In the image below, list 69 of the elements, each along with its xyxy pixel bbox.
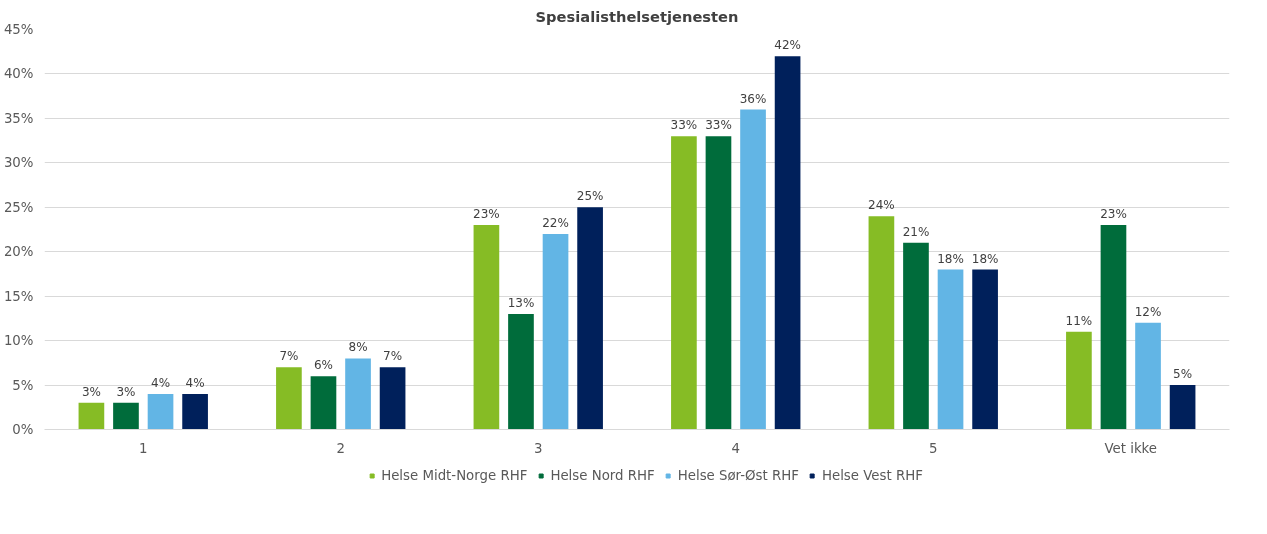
data-label: 6%	[313, 358, 333, 373]
bar	[903, 242, 929, 430]
x-tick-label: 2	[336, 440, 345, 456]
bar	[705, 136, 732, 430]
y-tick-label: 0%	[12, 422, 34, 437]
bar	[774, 56, 801, 430]
data-label: 23%	[473, 207, 500, 222]
bar	[577, 207, 603, 430]
bar	[1135, 322, 1161, 430]
data-label: 18%	[971, 251, 999, 266]
data-label: 11%	[1065, 313, 1093, 328]
data-label: 25%	[576, 189, 604, 204]
x-tick-label: 4	[731, 440, 740, 456]
data-label: 4%	[185, 375, 205, 390]
data-label: 3%	[116, 384, 136, 399]
chart-title: Spesialisthelsetjenesten	[535, 7, 739, 25]
bar	[345, 358, 371, 430]
x-tick-label: Vet ikke	[1104, 440, 1158, 456]
bar	[1066, 331, 1092, 430]
data-label: 33%	[670, 118, 698, 133]
y-tick-label: 25%	[3, 199, 34, 215]
bar	[182, 393, 208, 430]
x-tick-label: 3	[534, 440, 543, 456]
bar	[671, 136, 697, 430]
data-label: 23%	[1100, 207, 1127, 222]
data-label: 33%	[705, 118, 732, 133]
data-label: 8%	[348, 340, 368, 355]
data-label: 5%	[1173, 367, 1193, 382]
data-label: 36%	[739, 91, 767, 106]
bar	[113, 402, 139, 430]
bar	[937, 269, 964, 430]
bar	[542, 233, 569, 430]
legend-label: Helse Vest RHF	[821, 467, 923, 483]
x-tick-label: 5	[929, 440, 938, 456]
data-label: 21%	[902, 224, 930, 239]
bar	[379, 367, 406, 430]
y-tick-label: 10%	[3, 333, 34, 349]
data-label: 22%	[542, 215, 569, 230]
data-label: 13%	[507, 295, 535, 310]
y-tick-label: 45%	[3, 22, 34, 37]
y-tick-label: 5%	[12, 377, 34, 393]
bar	[1100, 225, 1127, 430]
bar	[78, 402, 105, 430]
legend-label: Helse Sør-Øst RHF	[677, 467, 799, 483]
data-label: 7%	[279, 349, 299, 364]
data-label: 3%	[81, 384, 101, 399]
data-label: 4%	[151, 375, 171, 390]
y-tick-label: 15%	[3, 288, 34, 304]
bar	[868, 216, 895, 430]
data-label: 18%	[937, 251, 964, 266]
y-tick-label: 40%	[3, 66, 34, 82]
bar	[276, 367, 302, 430]
bar	[473, 225, 500, 430]
data-label: 12%	[1134, 304, 1162, 319]
bar	[508, 313, 534, 430]
bar	[1169, 385, 1196, 430]
x-tick-label: 1	[139, 440, 148, 456]
y-tick-label: 20%	[3, 244, 34, 260]
y-tick-label: 30%	[3, 155, 34, 171]
y-tick-label: 35%	[3, 110, 34, 126]
data-label: 7%	[383, 349, 403, 364]
legend-label: Helse Midt-Norge RHF	[381, 467, 528, 483]
data-label: 42%	[774, 38, 801, 53]
legend-label: Helse Nord RHF	[550, 467, 655, 483]
bar	[147, 393, 174, 430]
bar	[972, 269, 998, 430]
data-label: 24%	[868, 198, 895, 213]
bar	[740, 109, 766, 430]
bar	[310, 376, 337, 430]
